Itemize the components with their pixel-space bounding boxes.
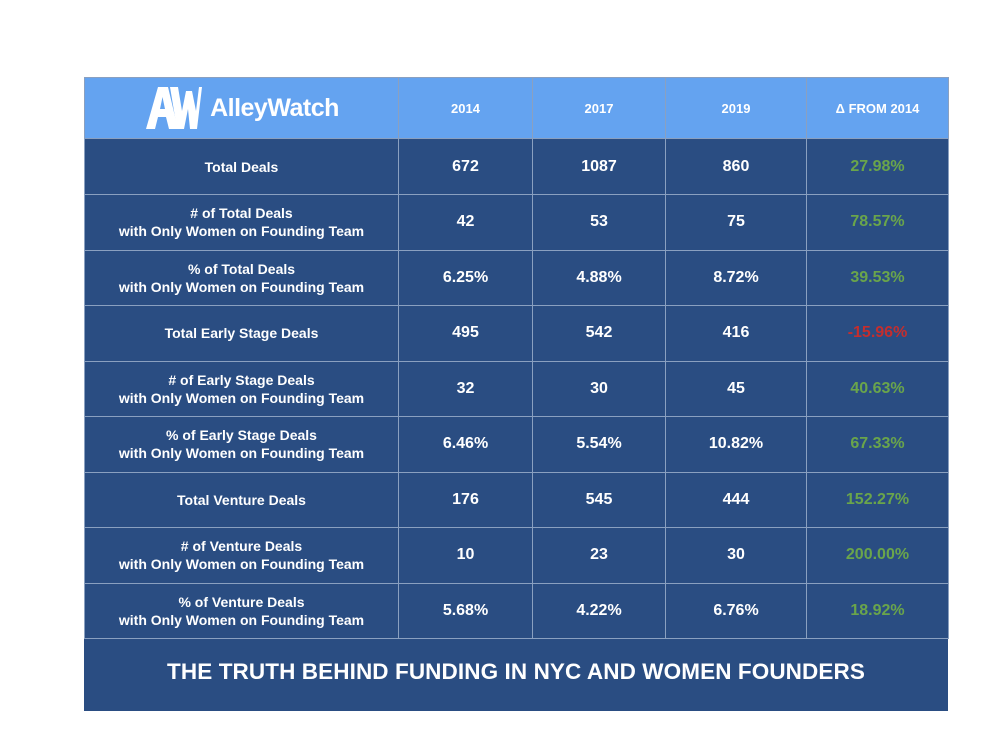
value-cell: 10.82% [665, 416, 807, 473]
value-cell: 542 [532, 305, 666, 362]
row-label: % of Venture Deals with Only Women on Fou… [84, 582, 399, 639]
row-label: Total Venture Deals [84, 471, 399, 528]
delta-cell: 40.63% [806, 360, 949, 417]
value-cell: 6.76% [665, 582, 807, 639]
row-label-line: % of Early Stage Deals [166, 427, 317, 444]
value-cell: 416 [665, 305, 807, 362]
row-label: # of Venture Deals with Only Women on Fou… [84, 527, 399, 584]
delta-cell: 39.53% [806, 249, 949, 306]
value-cell: 10 [398, 527, 533, 584]
row-label: # of Early Stage Deals with Only Women on… [84, 360, 399, 417]
funding-table: AlleyWatch 2014 2017 2019 Δ FROM 2014 To… [84, 77, 949, 639]
delta-cell: 67.33% [806, 416, 949, 473]
row-label-line: with Only Women on Founding Team [118, 223, 365, 240]
row-label-line: # of Total Deals [190, 205, 293, 222]
value-cell: 4.88% [532, 249, 666, 306]
table-row: % of Total Deals with Only Women on Found… [84, 249, 949, 306]
alleywatch-logo: AlleyWatch [85, 78, 398, 138]
value-cell: 5.68% [398, 582, 533, 639]
value-cell: 32 [398, 360, 533, 417]
row-label-line: # of Venture Deals [180, 538, 303, 555]
value-cell: 495 [398, 305, 533, 362]
row-label-line: with Only Women on Founding Team [118, 389, 365, 406]
delta-cell: -15.96% [806, 305, 949, 362]
column-header: 2019 [665, 77, 807, 139]
table-row: Total Venture Deals 176 545 444 152.27% [84, 471, 949, 528]
row-label: Total Deals [84, 138, 399, 195]
row-label-line: % of Venture Deals [178, 593, 305, 610]
aw-logo-icon [146, 87, 203, 129]
value-cell: 176 [398, 471, 533, 528]
value-cell: 444 [665, 471, 807, 528]
delta-cell: 200.00% [806, 527, 949, 584]
value-cell: 30 [532, 360, 666, 417]
delta-cell: 27.98% [806, 138, 949, 195]
column-header: 2014 [398, 77, 533, 139]
row-label: % of Total Deals with Only Women on Found… [84, 249, 399, 306]
footer-title: THE TRUTH BEHIND FUNDING IN NYC AND WOME… [167, 659, 865, 684]
value-cell: 8.72% [665, 249, 807, 306]
row-label-line: % of Total Deals [187, 260, 296, 277]
row-label-line: with Only Women on Founding Team [118, 556, 365, 573]
value-cell: 5.54% [532, 416, 666, 473]
value-cell: 4.22% [532, 582, 666, 639]
row-label-line: with Only Women on Founding Team [118, 278, 365, 295]
table-row: # of Total Deals with Only Women on Found… [84, 194, 949, 251]
value-cell: 45 [665, 360, 807, 417]
value-cell: 1087 [532, 138, 666, 195]
table-row: % of Venture Deals with Only Women on Fou… [84, 582, 949, 639]
row-label: Total Early Stage Deals [84, 305, 399, 362]
value-cell: 672 [398, 138, 533, 195]
value-cell: 860 [665, 138, 807, 195]
value-cell: 30 [665, 527, 807, 584]
table-row: % of Early Stage Deals with Only Women on… [84, 416, 949, 473]
value-cell: 545 [532, 471, 666, 528]
logo-cell: AlleyWatch [84, 77, 399, 139]
delta-cell: 152.27% [806, 471, 949, 528]
table-row: # of Venture Deals with Only Women on Fou… [84, 527, 949, 584]
delta-cell: 18.92% [806, 582, 949, 639]
value-cell: 6.46% [398, 416, 533, 473]
value-cell: 53 [532, 194, 666, 251]
row-label-line: Total Deals [204, 158, 279, 175]
row-label-line: # of Early Stage Deals [168, 371, 315, 388]
table-row: Total Deals 672 1087 860 27.98% [84, 138, 949, 195]
table-row: # of Early Stage Deals with Only Women on… [84, 360, 949, 417]
row-label-line: with Only Women on Founding Team [118, 611, 365, 628]
value-cell: 42 [398, 194, 533, 251]
value-cell: 6.25% [398, 249, 533, 306]
delta-cell: 78.57% [806, 194, 949, 251]
row-label-line: Total Early Stage Deals [164, 325, 319, 342]
brand-name: AlleyWatch [210, 93, 339, 122]
table-row: Total Early Stage Deals 495 542 416 -15.96% [84, 305, 949, 362]
column-header: Δ FROM 2014 [806, 77, 949, 139]
header-row: AlleyWatch 2014 2017 2019 Δ FROM 2014 [84, 77, 949, 139]
row-label: % of Early Stage Deals with Only Women on… [84, 416, 399, 473]
row-label-line: with Only Women on Founding Team [118, 445, 365, 462]
row-label: # of Total Deals with Only Women on Found… [84, 194, 399, 251]
column-header: 2017 [532, 77, 666, 139]
row-label-line: Total Venture Deals [177, 491, 306, 508]
value-cell: 75 [665, 194, 807, 251]
value-cell: 23 [532, 527, 666, 584]
